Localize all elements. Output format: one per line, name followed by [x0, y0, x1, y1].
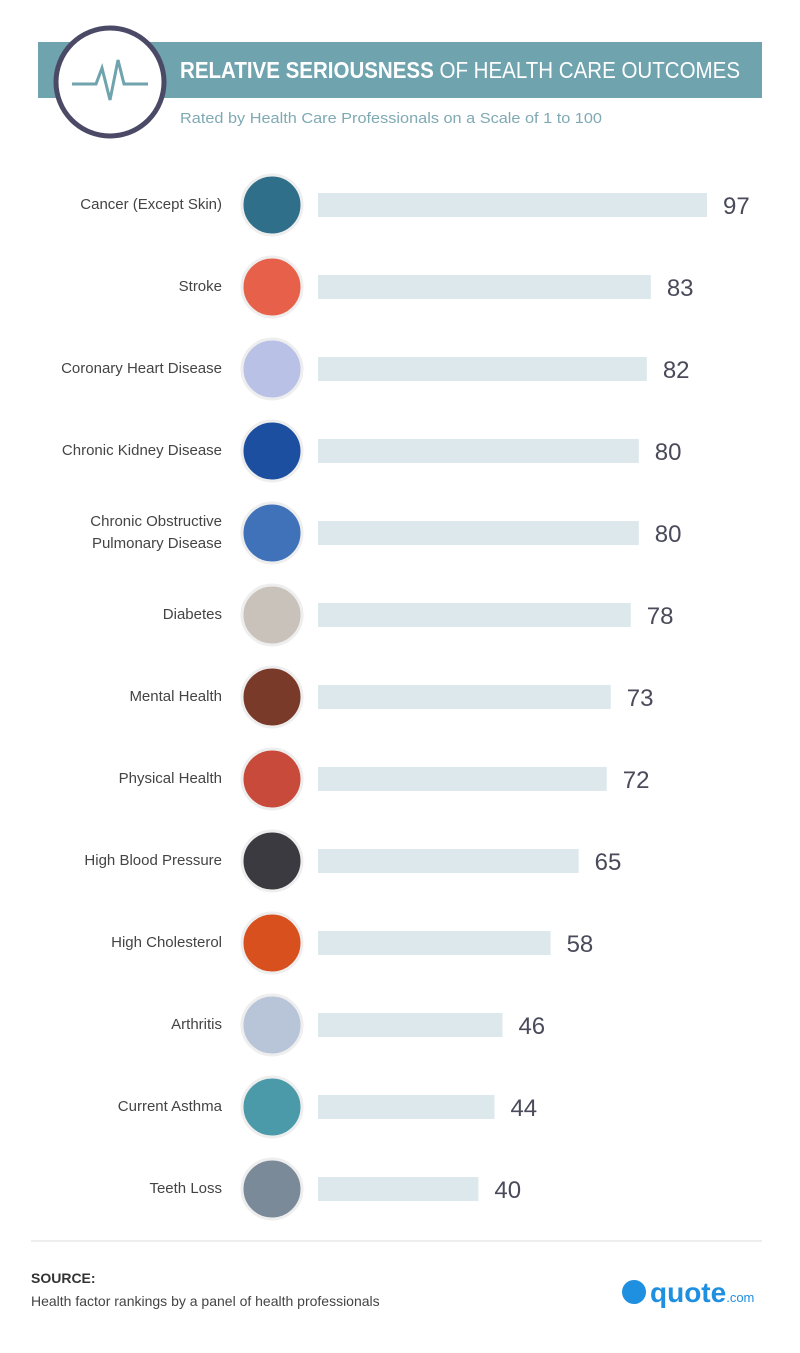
chart-title: RELATIVE SERIOUSNESS OF HEALTH CARE OUTC… — [180, 57, 740, 83]
icon — [240, 501, 304, 565]
bar — [318, 685, 611, 709]
bar — [318, 357, 647, 381]
bar — [318, 521, 639, 545]
icon — [240, 993, 304, 1057]
bar — [318, 275, 651, 299]
category-label: Coronary Heart Disease — [61, 360, 222, 377]
value-label: 72 — [623, 767, 650, 794]
category-label: Chronic Kidney Disease — [61, 442, 222, 459]
value-label: 40 — [494, 1177, 521, 1204]
category-label: High Blood Pressure — [84, 852, 222, 869]
icon — [240, 255, 304, 319]
logo: quote.com — [650, 1277, 754, 1308]
category-label: Physical Health — [118, 770, 222, 787]
source-label: SOURCE: — [31, 1270, 96, 1286]
value-label: 65 — [595, 849, 622, 876]
category-label: Stroke — [178, 278, 222, 295]
icon — [240, 583, 304, 647]
value-label: 80 — [655, 439, 682, 466]
category-label: Teeth Loss — [149, 1180, 222, 1197]
icon — [240, 829, 304, 893]
bar — [318, 931, 551, 955]
bar — [318, 767, 607, 791]
category-label: High Cholesterol — [111, 934, 222, 951]
category-label: Diabetes — [162, 606, 222, 623]
icon — [240, 1157, 304, 1221]
icon — [240, 665, 304, 729]
bar — [318, 1013, 503, 1037]
value-label: 44 — [510, 1095, 537, 1122]
value-label: 73 — [627, 685, 654, 712]
logo-main: quote — [650, 1277, 726, 1308]
icon — [240, 419, 304, 483]
value-label: 58 — [567, 931, 594, 958]
category-label: Arthritis — [171, 1016, 222, 1033]
value-label: 97 — [723, 193, 750, 220]
icon — [240, 173, 304, 237]
bar — [318, 849, 579, 873]
pulse-line — [72, 59, 148, 101]
icon — [240, 337, 304, 401]
value-label: 82 — [663, 357, 690, 384]
bar — [318, 193, 707, 217]
chart-subtitle: Rated by Health Care Professionals on a … — [180, 110, 602, 127]
icon — [240, 1075, 304, 1139]
title-rest: OF HEALTH CARE OUTCOMES — [440, 57, 740, 83]
value-label: 46 — [518, 1013, 545, 1040]
bar — [318, 439, 639, 463]
bar — [318, 1177, 479, 1201]
category-label: Mental Health — [129, 688, 222, 705]
value-label: 78 — [647, 603, 674, 630]
logo-suffix: .com — [726, 1290, 754, 1305]
bar — [318, 1095, 495, 1119]
bar — [318, 603, 631, 627]
header-icon — [53, 25, 167, 139]
title-bold: RELATIVE SERIOUSNESS — [180, 57, 434, 83]
source-text: Health factor rankings by a panel of hea… — [31, 1293, 380, 1309]
icon — [240, 911, 304, 975]
category-label: Chronic Obstructive Pulmonary Disease — [90, 513, 222, 552]
logo-mark — [622, 1280, 646, 1304]
category-label: Current Asthma — [117, 1098, 222, 1115]
value-label: 80 — [655, 521, 682, 548]
value-label: 83 — [667, 275, 694, 302]
category-label: Cancer (Except Skin) — [80, 196, 222, 213]
icon — [240, 747, 304, 811]
